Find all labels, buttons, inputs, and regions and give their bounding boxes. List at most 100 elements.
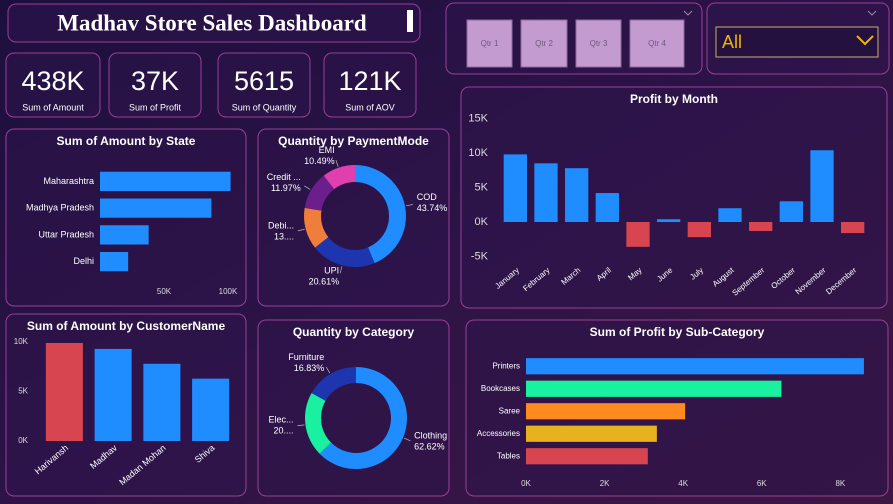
quarter-label[interactable]: Qtr 4	[648, 39, 666, 48]
slice-label: COD	[417, 192, 438, 202]
bar	[687, 222, 711, 238]
slice-value: 16.83%	[294, 363, 325, 373]
slice-value: 62.62%	[414, 442, 445, 452]
chart-title: Sum of Amount by CustomerName	[27, 319, 226, 333]
chart-panel	[257, 319, 450, 497]
x-tick-label: 50K	[157, 287, 172, 296]
x-tick-label: 6K	[757, 479, 767, 488]
bar	[100, 225, 149, 245]
slice-label: Furniture	[288, 352, 324, 362]
leader-line	[339, 266, 343, 274]
kpi-card	[5, 52, 101, 118]
quarter-button[interactable]	[520, 19, 568, 68]
bar	[526, 380, 782, 397]
slice-value: 20.61%	[309, 276, 340, 286]
bar	[565, 168, 589, 222]
x-tick-label: 4K	[678, 479, 688, 488]
donut-segment	[304, 207, 329, 248]
quarter-button[interactable]	[575, 19, 622, 68]
bar	[192, 378, 230, 441]
donut-segment	[314, 237, 375, 267]
title-marker	[407, 10, 413, 32]
chart-title: Quantity by Category	[293, 325, 415, 339]
slice-value: 10.49%	[304, 156, 335, 166]
category-label: Saree	[499, 406, 521, 415]
bar	[45, 342, 83, 441]
x-tick-label: 8K	[835, 479, 845, 488]
slice-label: Clothing	[414, 431, 447, 441]
y-tick-label: 10K	[468, 147, 488, 159]
y-tick-label: 0K	[18, 436, 28, 445]
bar	[841, 222, 865, 234]
donut-segment	[354, 165, 406, 264]
dropdown-value[interactable]: All	[722, 32, 742, 52]
dropdown-chevron[interactable]	[856, 35, 874, 46]
chart-title: Profit by Month	[630, 92, 718, 106]
chart-title: Quantity by PaymentMode	[278, 134, 429, 148]
bar	[94, 348, 132, 441]
leader-line	[297, 424, 305, 427]
quarter-label[interactable]: Qtr 1	[481, 39, 499, 48]
dropdown-box[interactable]	[715, 26, 879, 58]
quarter-button[interactable]	[466, 19, 513, 68]
bar	[526, 403, 686, 420]
quarter-label[interactable]: Qtr 2	[535, 39, 553, 48]
bar	[526, 448, 648, 465]
chart-panel	[257, 128, 450, 307]
bar	[503, 154, 527, 222]
slice-label: Elec...	[269, 415, 294, 425]
slice-label: Credit ...	[267, 172, 301, 182]
bar	[718, 208, 742, 222]
category-label: Uttar Pradesh	[38, 229, 94, 239]
kpi-value: 438K	[21, 66, 84, 96]
x-tick-label: 100K	[219, 287, 238, 296]
kpi-value: 5615	[234, 66, 294, 96]
bar	[526, 425, 657, 442]
kpi-card	[217, 52, 311, 118]
x-tick-label: 2K	[600, 479, 610, 488]
kpi-label: Sum of Profit	[129, 102, 182, 112]
chart-title: Sum of Amount by State	[57, 134, 196, 148]
quarter-button[interactable]	[629, 19, 685, 68]
donut-segment	[323, 165, 355, 190]
leader-line	[405, 204, 413, 207]
kpi-label: Sum of AOV	[345, 102, 395, 112]
y-tick-label: 5K	[475, 181, 489, 193]
kpi-label: Sum of Quantity	[232, 102, 297, 112]
leader-line	[335, 160, 339, 167]
x-tick-label: 0K	[521, 479, 531, 488]
donut-segment	[311, 367, 356, 401]
category-label: Maharashtra	[43, 176, 94, 186]
kpi-label: Sum of Amount	[22, 102, 84, 112]
leader-line	[325, 366, 331, 374]
y-tick-label: 5K	[18, 387, 28, 396]
y-tick-label: 15K	[468, 112, 488, 124]
slice-value: 43.74%	[417, 203, 448, 213]
kpi-card	[323, 52, 417, 118]
bar	[534, 163, 558, 222]
leader-line	[304, 185, 311, 190]
bar	[100, 251, 129, 272]
chart-panel	[460, 86, 888, 309]
category-label: Tables	[497, 451, 520, 460]
donut-segment	[319, 367, 408, 470]
y-tick-label: -5K	[471, 250, 489, 262]
bar	[749, 222, 773, 231]
chart-title: Sum of Profit by Sub-Category	[590, 325, 765, 339]
slice-value: 13....	[274, 231, 294, 241]
slice-value: 20....	[274, 426, 294, 436]
bar	[810, 150, 834, 222]
bar	[526, 358, 864, 375]
quarter-label[interactable]: Qtr 3	[590, 39, 608, 48]
y-tick-label: 0K	[475, 216, 489, 228]
category-label: Accessories	[477, 429, 520, 438]
kpi-card	[108, 52, 202, 118]
bar	[595, 193, 619, 222]
bar	[657, 219, 681, 222]
slicer-chevron	[683, 10, 693, 16]
slice-value: 11.97%	[271, 183, 301, 193]
bar	[626, 222, 650, 247]
slice-label: UPI	[324, 265, 339, 275]
kpi-value: 37K	[131, 66, 179, 96]
